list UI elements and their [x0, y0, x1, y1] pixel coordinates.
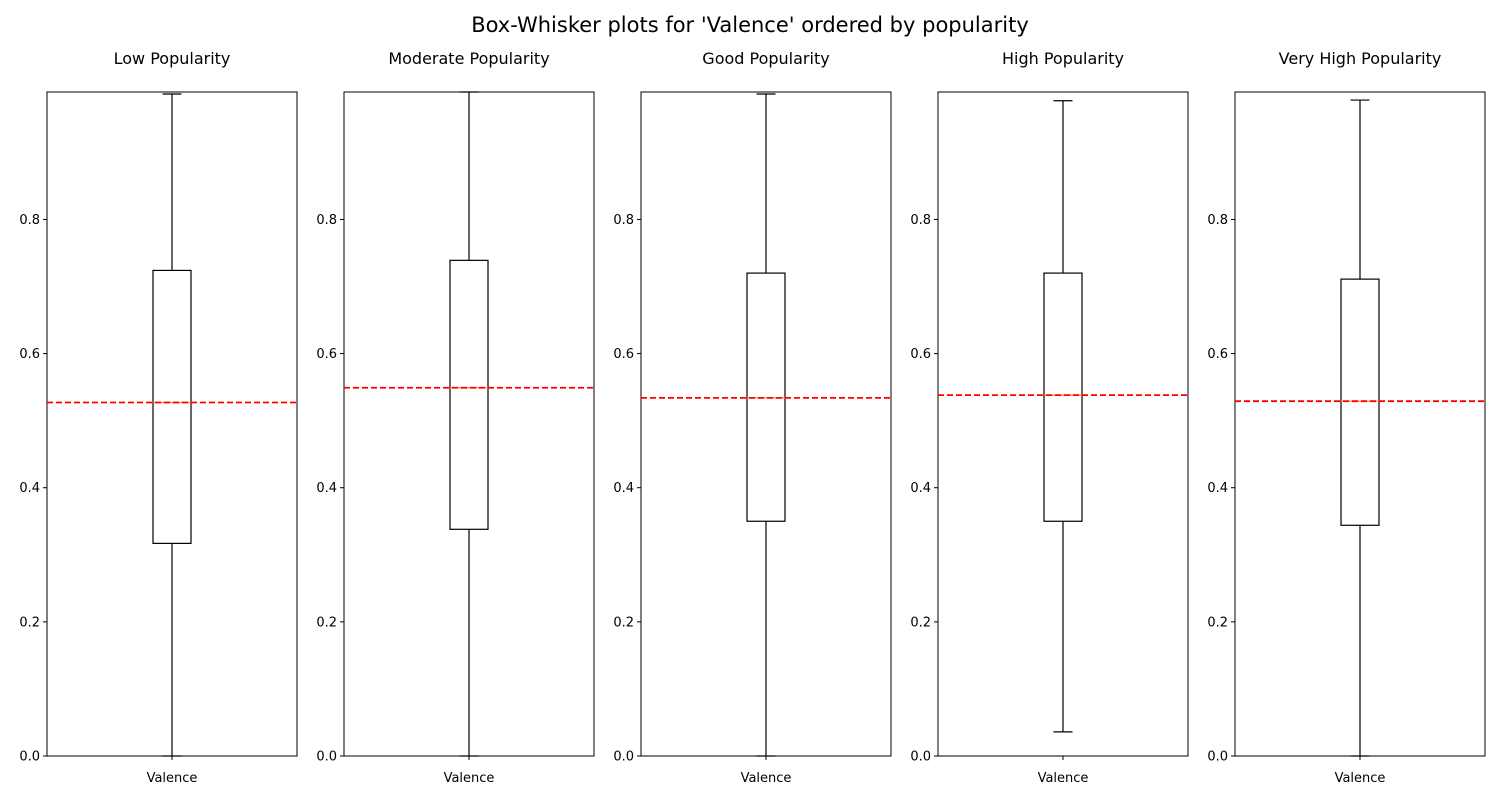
y-tick-label: 0.0 — [613, 750, 634, 765]
iqr-box — [449, 259, 489, 530]
y-tick-label: 0.6 — [613, 347, 634, 362]
y-tick-label: 0.4 — [613, 481, 634, 496]
y-tick-label: 0.0 — [1207, 750, 1228, 765]
y-tick-label: 0.4 — [910, 481, 931, 496]
y-tick-label: 0.8 — [316, 213, 337, 228]
panel-3: Good Popularity 0.0 0.2 0.4 0.6 0.8 Valence — [613, 49, 892, 786]
x-tick-label: Valence — [444, 771, 495, 786]
y-tick-label: 0.8 — [1207, 213, 1228, 228]
y-tick-label: 0.6 — [910, 347, 931, 362]
panel-title: Good Popularity — [702, 49, 829, 68]
y-tick-label: 0.8 — [613, 213, 634, 228]
x-tick-label: Valence — [147, 771, 198, 786]
y-tick-label: 0.0 — [19, 750, 40, 765]
y-tick-label: 0.2 — [316, 615, 337, 630]
y-tick-label: 0.6 — [19, 347, 40, 362]
panels: Low Popularity0.00.20.40.60.8ValenceMode… — [19, 49, 1486, 786]
panel-5: Very High Popularity 0.0 0.2 0.4 0.6 0.8 Valen… — [1207, 49, 1486, 786]
y-tick-label: 0.6 — [1207, 347, 1228, 362]
x-tick-label: Valence — [1038, 771, 1089, 786]
y-tick-label: 0.2 — [19, 615, 40, 630]
figure-title: Box-Whisker plots for 'Valence' ordered … — [471, 13, 1029, 37]
y-tick-label: 0.6 — [316, 347, 337, 362]
panel-title: Very High Popularity — [1279, 49, 1442, 68]
iqr-box — [1340, 278, 1380, 526]
panel-2: Moderate Popularity 0.0 0.2 0.4 0.6 0.8 Valenc… — [316, 49, 595, 786]
y-tick-label: 0.4 — [19, 481, 40, 496]
panel-1: Low Popularity 0.0 0.2 0.4 0.6 0.8 Valence — [19, 49, 298, 786]
y-tick-label: 0.8 — [910, 213, 931, 228]
y-tick-label: 0.2 — [1207, 615, 1228, 630]
y-tick-label: 0.8 — [19, 213, 40, 228]
y-tick-label: 0.4 — [1207, 481, 1228, 496]
panel-title: Low Popularity — [114, 49, 231, 68]
y-tick-label: 0.2 — [613, 615, 634, 630]
y-tick-label: 0.2 — [910, 615, 931, 630]
y-tick-label: 0.4 — [316, 481, 337, 496]
x-tick-label: Valence — [1335, 771, 1386, 786]
y-tick-label: 0.0 — [316, 750, 337, 765]
iqr-box — [152, 269, 192, 544]
panel-title: High Popularity — [1002, 49, 1124, 68]
panel-title: Moderate Popularity — [388, 49, 549, 68]
iqr-box — [1043, 272, 1083, 522]
panel-4: High Popularity 0.0 0.2 0.4 0.6 0.8 Valence — [910, 49, 1189, 786]
x-tick-label: Valence — [741, 771, 792, 786]
y-tick-label: 0.0 — [910, 750, 931, 765]
